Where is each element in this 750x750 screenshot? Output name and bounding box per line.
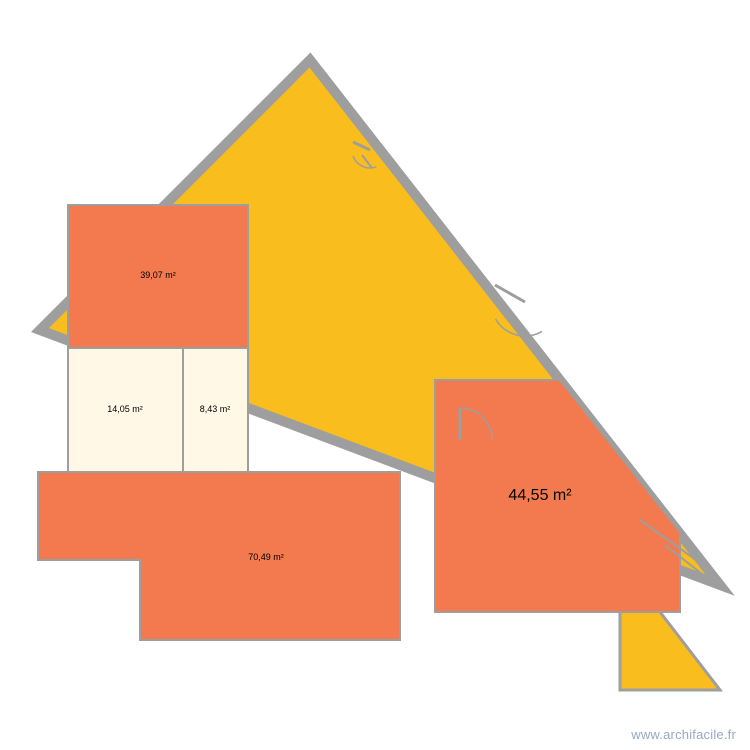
room-label-r_mid_right: 8,43 m² <box>200 404 231 414</box>
room-label-r_bottom: 70,49 m² <box>248 552 284 562</box>
room-label-r_top_left: 39,07 m² <box>140 270 176 280</box>
room-label-r_right: 44,55 m² <box>508 487 572 504</box>
watermark-link[interactable]: www.archifacile.fr <box>631 727 736 742</box>
room-label-r_mid_left: 14,05 m² <box>107 404 143 414</box>
floor-plan-canvas: 39,07 m² 14,05 m² 8,43 m² 70,49 m² 44,55 m² <box>0 0 750 750</box>
room-r_bottom <box>38 472 400 640</box>
